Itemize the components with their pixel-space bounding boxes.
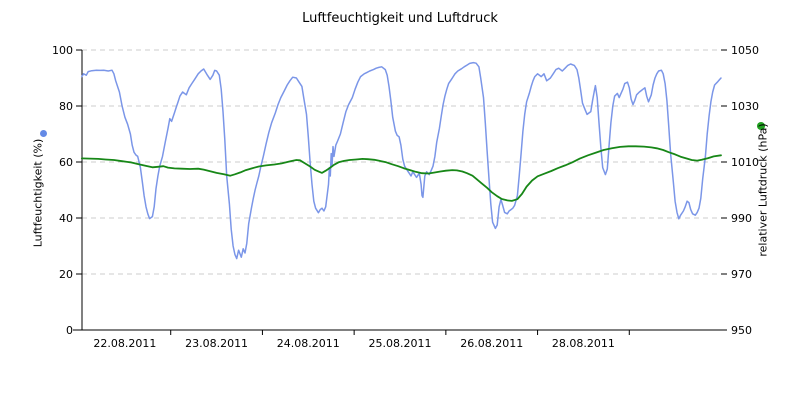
svg-text:40: 40 bbox=[59, 212, 73, 225]
svg-text:990: 990 bbox=[731, 212, 752, 225]
svg-text:25.08.2011: 25.08.2011 bbox=[369, 337, 432, 350]
y-right-tick-labels: 950 970 990 1010 1030 1050 bbox=[731, 44, 759, 337]
y-left-tick-labels: 0 20 40 60 80 100 bbox=[52, 44, 73, 337]
svg-text:28.08.2011: 28.08.2011 bbox=[552, 337, 615, 350]
humidity-line bbox=[81, 61, 722, 260]
y-axis-label-right: relativer Luftdruck (hPa) bbox=[756, 123, 770, 257]
svg-text:100: 100 bbox=[52, 44, 73, 57]
gridlines bbox=[82, 49, 721, 275]
svg-text:80: 80 bbox=[59, 100, 73, 113]
pressure-legend-dot bbox=[757, 122, 765, 130]
axes bbox=[73, 49, 727, 335]
svg-text:26.08.2011: 26.08.2011 bbox=[460, 337, 523, 350]
svg-text:20: 20 bbox=[59, 268, 73, 281]
svg-text:60: 60 bbox=[59, 156, 73, 169]
svg-text:950: 950 bbox=[731, 324, 752, 337]
pressure-line bbox=[80, 145, 722, 202]
svg-text:1030: 1030 bbox=[731, 100, 759, 113]
svg-text:1050: 1050 bbox=[731, 44, 759, 57]
chart-title: Luftfeuchtigkeit und Luftdruck bbox=[302, 11, 498, 26]
svg-text:970: 970 bbox=[731, 268, 752, 281]
x-tick-labels: 22.08.2011 23.08.2011 24.08.2011 25.08.2011… bbox=[93, 337, 615, 350]
svg-text:22.08.2011: 22.08.2011 bbox=[93, 337, 156, 350]
svg-text:23.08.2011: 23.08.2011 bbox=[185, 337, 248, 350]
svg-text:24.08.2011: 24.08.2011 bbox=[277, 337, 340, 350]
y-axis-label-left: Luftfeuchtigkeit (%) bbox=[31, 138, 45, 248]
svg-text:1010: 1010 bbox=[731, 156, 759, 169]
svg-text:0: 0 bbox=[66, 324, 73, 337]
humidity-legend-dot bbox=[40, 130, 47, 137]
